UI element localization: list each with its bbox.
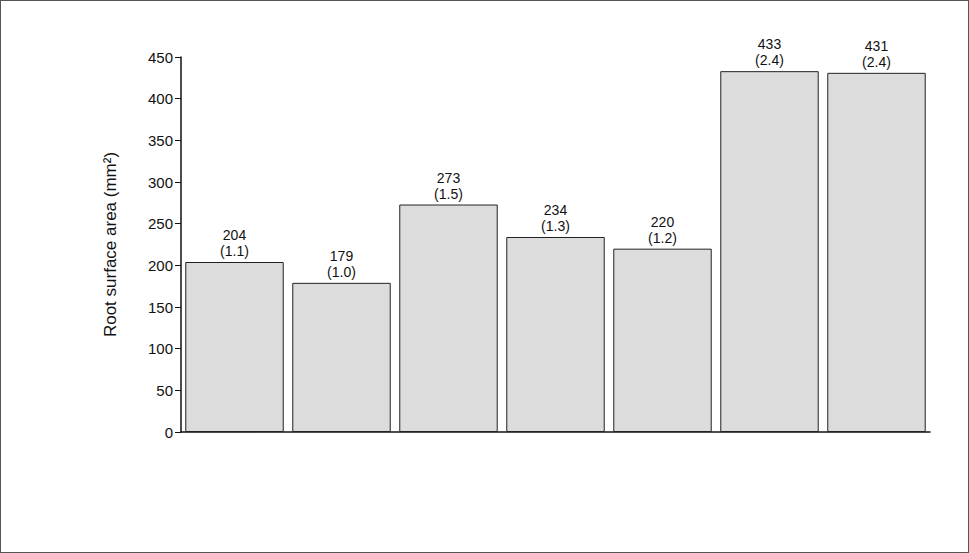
- svg-text:450: 450: [148, 49, 173, 66]
- svg-text:(2.4): (2.4): [755, 52, 784, 68]
- svg-text:Root surface area (mm²): Root surface area (mm²): [101, 152, 120, 337]
- svg-text:250: 250: [148, 215, 173, 232]
- svg-text:(1.0): (1.0): [327, 264, 356, 280]
- svg-text:433: 433: [758, 36, 782, 52]
- svg-text:(1.2): (1.2): [648, 230, 677, 246]
- svg-text:204: 204: [223, 227, 247, 243]
- svg-text:(1.1): (1.1): [220, 243, 249, 259]
- svg-text:431: 431: [865, 38, 889, 54]
- svg-text:50: 50: [156, 382, 173, 399]
- svg-text:220: 220: [651, 214, 675, 230]
- svg-text:179: 179: [330, 248, 354, 264]
- svg-text:(1.5): (1.5): [434, 186, 463, 202]
- svg-text:(1.3): (1.3): [541, 218, 570, 234]
- svg-text:350: 350: [148, 132, 173, 149]
- svg-text:273: 273: [437, 170, 461, 186]
- svg-text:100: 100: [148, 340, 173, 357]
- svg-text:(2.4): (2.4): [862, 54, 891, 70]
- svg-text:400: 400: [148, 90, 173, 107]
- svg-text:200: 200: [148, 257, 173, 274]
- svg-text:300: 300: [148, 174, 173, 191]
- svg-text:150: 150: [148, 299, 173, 316]
- svg-text:0: 0: [165, 424, 173, 441]
- svg-text:234: 234: [544, 202, 568, 218]
